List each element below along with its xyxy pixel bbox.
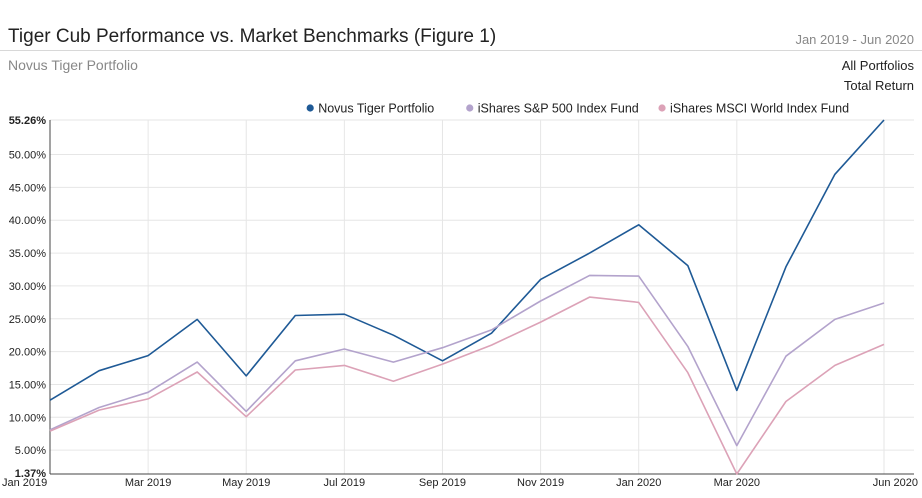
portfolio-subtitle: Novus Tiger Portfolio bbox=[8, 57, 138, 73]
header-divider bbox=[0, 50, 922, 51]
legend-label-0: Novus Tiger Portfolio bbox=[318, 102, 434, 116]
y-max-label: 55.26% bbox=[9, 115, 47, 127]
chart-title: Tiger Cub Performance vs. Market Benchma… bbox=[8, 26, 497, 47]
y-tick-label: 20.00% bbox=[9, 347, 47, 359]
series-line-2 bbox=[49, 296, 885, 475]
y-tick-label: 15.00% bbox=[9, 379, 47, 391]
legend-label-2: iShares MSCI World Index Fund bbox=[670, 102, 849, 116]
y-tick-label: 30.00% bbox=[9, 281, 47, 293]
x-tick-label: Sep 2019 bbox=[419, 477, 466, 489]
legend-label-1: iShares S&P 500 Index Fund bbox=[478, 102, 639, 116]
axes: 5.00% 10.00% 15.00% 20.00% 25.00% 30.00% 35.00… bbox=[2, 115, 918, 489]
date-range-label: Jan 2019 - Jun 2020 bbox=[795, 32, 914, 47]
portfolios-label: All Portfolios bbox=[841, 58, 914, 73]
y-tick-label: 40.00% bbox=[9, 215, 47, 227]
x-tick-label: May 2019 bbox=[222, 477, 270, 489]
x-tick-label: Jan 2019 bbox=[2, 477, 47, 489]
y-min-label: 1.37% bbox=[15, 468, 46, 480]
y-tick-label: 35.00% bbox=[9, 248, 47, 260]
x-tick-label: Nov 2019 bbox=[517, 477, 564, 489]
series-line-1 bbox=[49, 274, 885, 447]
metric-label: Total Return bbox=[843, 78, 914, 93]
y-tick-label: 50.00% bbox=[9, 150, 47, 162]
legend-marker-1 bbox=[466, 104, 474, 112]
x-tick-label: Jul 2019 bbox=[324, 477, 366, 489]
legend-marker-0 bbox=[306, 104, 314, 112]
x-tick-label: Mar 2020 bbox=[714, 477, 760, 489]
legend-marker-2 bbox=[658, 104, 666, 112]
grid-lines bbox=[49, 119, 914, 474]
y-tick-label: 45.00% bbox=[9, 182, 47, 194]
y-tick-label: 5.00% bbox=[15, 445, 46, 457]
series-line-0 bbox=[49, 119, 885, 401]
x-tick-label: Jan 2020 bbox=[616, 477, 661, 489]
series-lines bbox=[49, 119, 885, 475]
legend: Novus Tiger Portfolio iShares S&P 500 Ind… bbox=[306, 102, 849, 116]
x-tick-label: Jun 2020 bbox=[873, 477, 918, 489]
x-tick-label: Mar 2019 bbox=[125, 477, 171, 489]
y-tick-label: 25.00% bbox=[9, 314, 47, 326]
y-tick-label: 10.00% bbox=[9, 412, 47, 424]
